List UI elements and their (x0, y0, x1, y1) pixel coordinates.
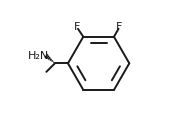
Text: F: F (74, 22, 80, 32)
Text: F: F (116, 22, 122, 32)
Text: H₂N: H₂N (28, 51, 49, 61)
